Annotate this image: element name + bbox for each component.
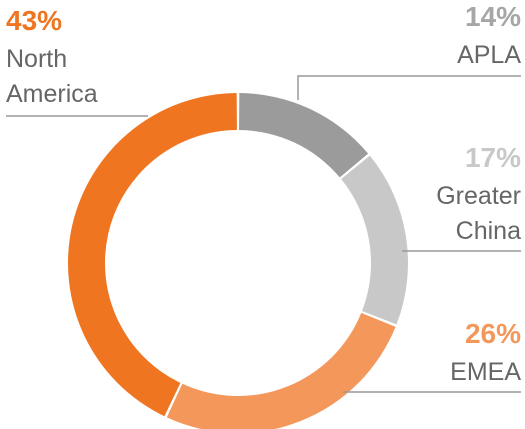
slice-category-label-north-america-line2: America xyxy=(6,80,98,108)
slice-category-label-apla: APLA xyxy=(457,41,521,69)
slice-value-label-apla: 14% xyxy=(465,1,521,32)
slice-value-label-greater-china: 17% xyxy=(465,142,521,173)
slice-category-label-emea: EMEA xyxy=(450,358,521,386)
slice-value-label-emea: 26% xyxy=(465,318,521,349)
slice-category-label-north-america-line1: North xyxy=(6,45,67,73)
slice-category-label-greater-china-line1: Greater xyxy=(436,182,521,210)
donut-slices xyxy=(67,93,409,429)
donut-slice-north-america xyxy=(67,93,237,417)
leader-line-apla xyxy=(297,75,521,100)
slice-category-label-greater-china-line2: China xyxy=(456,217,521,245)
donut-slice-emea xyxy=(166,312,396,429)
donut-slice-greater-china xyxy=(341,155,409,325)
leader-lines xyxy=(6,75,521,393)
slice-value-label-north-america: 43% xyxy=(6,5,62,36)
donut-slice-apla xyxy=(239,93,369,178)
